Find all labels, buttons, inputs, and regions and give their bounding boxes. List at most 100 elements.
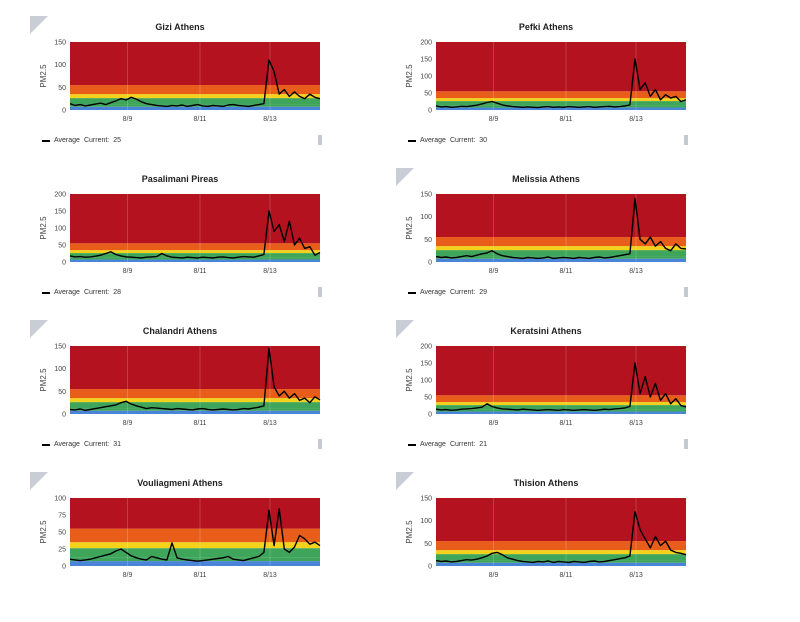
legend-swatch xyxy=(408,291,416,294)
aqi-band-moderate xyxy=(70,94,320,99)
chart-title: Keratsini Athens xyxy=(510,326,582,336)
x-tick-label: 8/9 xyxy=(123,572,133,579)
y-tick-label: 25 xyxy=(58,547,66,554)
x-tick-label: 8/11 xyxy=(193,420,206,427)
aqi-band-good-low xyxy=(70,561,320,566)
current-value: 31 xyxy=(113,441,122,448)
scroll-handle[interactable] xyxy=(684,287,688,297)
aqi-band-moderate-low xyxy=(436,250,686,257)
pm25-chart: 8/9 8/11 8/13 0 50 100 150 PM2.5 xyxy=(405,192,687,275)
aqi-band-good xyxy=(70,257,320,260)
chart-panel-vouliagmeni: i Vouliagmeni Athens 8/9 8/11 8/13 0 25 50 75 100… xyxy=(30,472,360,622)
y-tick-label: 50 xyxy=(58,85,66,92)
current-label: Current: xyxy=(449,289,476,296)
chart-panel-pefki: Pefki Athens 8/9 8/11 8/13 0 50 100 150 200 PM2.5… xyxy=(396,16,726,166)
aqi-band-moderate xyxy=(436,246,686,251)
info-glyph: i xyxy=(33,337,37,347)
aqi-band-moderate xyxy=(70,398,320,403)
y-tick-label: 150 xyxy=(420,496,432,503)
x-tick-label: 8/13 xyxy=(263,268,277,275)
current-label: Current: xyxy=(83,441,110,448)
legend-series-name: Average xyxy=(54,289,80,296)
aqi-band-unhealthy xyxy=(436,346,686,396)
legend-series-name: Average xyxy=(54,441,80,448)
series-line-average xyxy=(69,210,321,259)
y-tick-label: 50 xyxy=(424,395,432,402)
y-tick-label: 0 xyxy=(62,564,66,571)
y-tick-label: 0 xyxy=(62,260,66,267)
y-tick-label: 150 xyxy=(54,40,66,47)
aqi-band-moderate xyxy=(70,250,320,254)
x-tick-label: 8/13 xyxy=(629,420,643,427)
legend-series-name: Average xyxy=(420,289,446,296)
aqi-band-unhealthy xyxy=(70,498,320,529)
y-tick-label: 75 xyxy=(58,513,66,520)
scroll-handle[interactable] xyxy=(684,439,688,449)
info-icon[interactable]: i xyxy=(396,168,414,195)
aqi-band-good-low xyxy=(436,562,686,566)
chart-panel-chalandri: i Chalandri Athens 8/9 8/11 8/13 0 50 100 150 PM2… xyxy=(30,320,360,470)
y-tick-label: 50 xyxy=(58,243,66,250)
pm25-chart: 8/9 8/11 8/13 0 50 100 150 200 PM2.5 xyxy=(405,344,687,427)
info-glyph: i xyxy=(33,33,37,43)
info-icon[interactable]: i xyxy=(30,472,48,499)
current-value: 30 xyxy=(479,137,488,144)
info-icon[interactable]: i xyxy=(396,320,414,347)
aqi-band-unhealthy-sensitive xyxy=(436,237,686,247)
aqi-band-good-low xyxy=(436,107,686,110)
aqi-band-moderate-low xyxy=(436,554,686,561)
scroll-handle[interactable] xyxy=(684,135,688,145)
legend-swatch xyxy=(42,443,50,446)
y-tick-label: 150 xyxy=(420,57,432,64)
y-tick-label: 0 xyxy=(62,108,66,115)
x-tick-label: 8/13 xyxy=(629,268,643,275)
aqi-band-moderate xyxy=(436,402,686,406)
y-tick-label: 150 xyxy=(54,209,66,216)
aqi-band-moderate-low xyxy=(436,101,686,106)
y-tick-label: 0 xyxy=(428,260,432,267)
y-axis-label: PM2.5 xyxy=(405,520,414,544)
aqi-band-unhealthy xyxy=(436,498,686,542)
aqi-band-moderate-low xyxy=(436,405,686,410)
chart-panel-keratsini: i Keratsini Athens 8/9 8/11 8/13 0 50 100 150 200… xyxy=(396,320,726,470)
chart-title: Melissia Athens xyxy=(512,174,580,184)
aqi-band-moderate-low xyxy=(70,253,320,258)
aqi-band-unhealthy-sensitive xyxy=(436,541,686,551)
x-tick-label: 8/11 xyxy=(559,572,572,579)
current-value: 28 xyxy=(113,289,122,296)
y-tick-label: 150 xyxy=(420,361,432,368)
pm25-chart: 8/9 8/11 8/13 0 50 100 150 200 PM2.5 xyxy=(405,40,687,123)
legend: Average Current: 30 xyxy=(408,137,487,144)
info-icon[interactable]: i xyxy=(30,320,48,347)
info-glyph: i xyxy=(399,337,403,347)
y-tick-label: 0 xyxy=(428,412,432,419)
aqi-band-unhealthy-sensitive xyxy=(70,243,320,251)
info-icon[interactable]: i xyxy=(30,16,48,43)
chart-panel-gizi: i Gizi Athens 8/9 8/11 8/13 0 50 100 150 PM2.5 Ave… xyxy=(30,16,360,166)
legend-swatch xyxy=(408,139,416,142)
y-tick-label: 100 xyxy=(54,496,66,503)
scroll-handle[interactable] xyxy=(318,439,322,449)
info-icon[interactable]: i xyxy=(396,472,414,499)
scroll-handle[interactable] xyxy=(318,135,322,145)
series-line-average xyxy=(435,197,687,260)
aqi-band-moderate-low xyxy=(70,548,320,558)
current-label: Current: xyxy=(83,137,110,144)
current-label: Current: xyxy=(449,441,476,448)
scroll-handle[interactable] xyxy=(318,287,322,297)
aqi-band-unhealthy xyxy=(70,346,320,390)
y-tick-label: 50 xyxy=(58,530,66,537)
x-tick-label: 8/11 xyxy=(559,420,572,427)
x-tick-label: 8/9 xyxy=(123,268,133,275)
x-tick-label: 8/11 xyxy=(559,268,572,275)
chart-title: Gizi Athens xyxy=(155,22,205,32)
series-line-average xyxy=(69,508,321,562)
x-tick-label: 8/9 xyxy=(123,116,133,123)
info-glyph: i xyxy=(399,185,403,195)
x-tick-label: 8/9 xyxy=(123,420,133,427)
aqi-band-unhealthy xyxy=(436,194,686,238)
x-tick-label: 8/9 xyxy=(489,420,499,427)
x-tick-label: 8/13 xyxy=(263,420,277,427)
y-tick-label: 100 xyxy=(420,74,432,81)
legend-series-name: Average xyxy=(54,137,80,144)
